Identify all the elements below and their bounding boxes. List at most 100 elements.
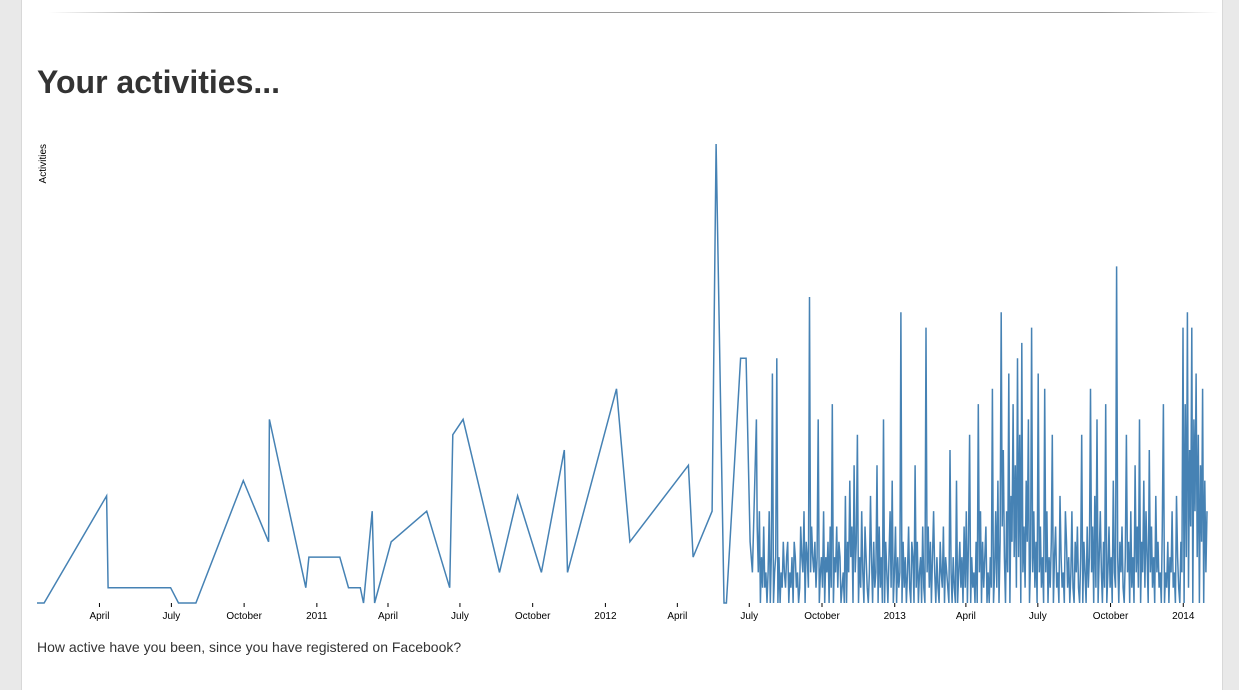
data-point — [1069, 602, 1070, 603]
data-point — [1091, 572, 1092, 573]
data-point — [787, 541, 788, 542]
data-point — [845, 495, 846, 496]
data-point — [990, 557, 991, 558]
data-point — [1202, 388, 1203, 389]
data-point — [940, 541, 941, 542]
data-point — [1063, 572, 1064, 573]
data-point — [852, 602, 853, 603]
x-tick-label: 2013 — [884, 611, 907, 622]
data-point — [927, 572, 928, 573]
data-point — [1049, 557, 1050, 558]
data-point — [391, 541, 392, 542]
data-point — [985, 526, 986, 527]
data-point — [796, 587, 797, 588]
data-point — [949, 449, 950, 450]
data-point — [1141, 541, 1142, 542]
data-point — [758, 572, 759, 573]
data-point — [966, 511, 967, 512]
data-point — [930, 541, 931, 542]
data-point — [897, 557, 898, 558]
data-point — [799, 587, 800, 588]
data-point — [1074, 602, 1075, 603]
data-point — [1045, 572, 1046, 573]
data-point — [1056, 587, 1057, 588]
data-point — [1156, 572, 1157, 573]
data-point — [890, 511, 891, 512]
data-point — [1155, 495, 1156, 496]
data-point — [1191, 327, 1192, 328]
data-point — [881, 557, 882, 558]
data-point — [994, 572, 995, 573]
data-point — [819, 602, 820, 603]
data-point — [907, 572, 908, 573]
x-tick-label: 2012 — [594, 611, 617, 622]
content-panel: Your activities... Activities April July Oc… — [21, 0, 1223, 690]
data-point — [995, 511, 996, 512]
data-point — [984, 557, 985, 558]
data-point — [951, 572, 952, 573]
data-point — [776, 358, 777, 359]
data-point — [1111, 557, 1112, 558]
data-point — [426, 511, 427, 512]
data-point — [1169, 557, 1170, 558]
data-point — [1203, 602, 1204, 603]
data-point — [1059, 495, 1060, 496]
data-point — [910, 602, 911, 603]
data-point — [1086, 602, 1087, 603]
data-point — [1047, 602, 1048, 603]
data-point — [339, 557, 340, 558]
data-point — [1198, 434, 1199, 435]
data-point — [1116, 266, 1117, 267]
data-point — [1120, 572, 1121, 573]
data-point — [688, 465, 689, 466]
data-point — [541, 572, 542, 573]
data-point — [1131, 587, 1132, 588]
data-point — [948, 602, 949, 603]
data-point — [1161, 602, 1162, 603]
data-point — [1035, 541, 1036, 542]
x-tick-label: April — [667, 611, 687, 622]
data-point — [1044, 388, 1045, 389]
data-point — [872, 602, 873, 603]
data-point — [807, 557, 808, 558]
data-point — [826, 572, 827, 573]
data-point — [916, 587, 917, 588]
data-point — [1039, 572, 1040, 573]
data-point — [901, 602, 902, 603]
data-point — [862, 572, 863, 573]
data-point — [1194, 511, 1195, 512]
data-point — [1180, 541, 1181, 542]
data-point — [1129, 602, 1130, 603]
data-point — [1102, 602, 1103, 603]
data-point — [1087, 526, 1088, 527]
data-point — [1008, 373, 1009, 374]
data-point — [921, 602, 922, 603]
data-point — [1023, 526, 1024, 527]
data-point — [909, 587, 910, 588]
data-point — [964, 526, 965, 527]
data-point — [1206, 511, 1207, 512]
data-point — [961, 557, 962, 558]
data-point — [944, 602, 945, 603]
data-point — [1115, 587, 1116, 588]
data-point — [1149, 449, 1150, 450]
data-point — [308, 557, 309, 558]
data-point — [1084, 572, 1085, 573]
data-point — [879, 526, 880, 527]
data-point — [757, 526, 758, 527]
data-point — [1147, 557, 1148, 558]
data-point — [1126, 434, 1127, 435]
data-point — [1117, 557, 1118, 558]
data-point — [870, 495, 871, 496]
data-point — [616, 388, 617, 389]
data-point — [1189, 449, 1190, 450]
data-point — [893, 602, 894, 603]
data-point — [837, 587, 838, 588]
data-point — [1018, 557, 1019, 558]
data-point — [564, 449, 565, 450]
data-point — [883, 419, 884, 420]
data-point — [884, 602, 885, 603]
data-point — [1070, 572, 1071, 573]
data-point — [794, 541, 795, 542]
data-point — [772, 373, 773, 374]
